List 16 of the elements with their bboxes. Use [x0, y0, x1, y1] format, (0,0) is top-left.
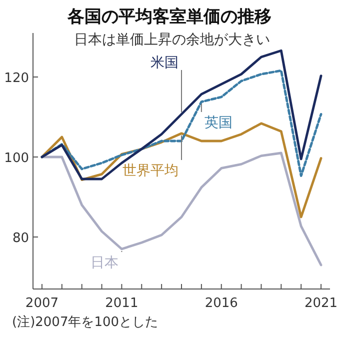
text: 米国 [150, 55, 178, 71]
x-tick-label: 2016 [204, 296, 238, 311]
series-label: 日本 [90, 255, 119, 271]
line-series [40, 49, 322, 180]
chart-title: 各国の平均客室単価の推移 [66, 7, 272, 27]
series-label: 世界平均 [122, 163, 178, 179]
text: (注)2007年を100とした [12, 315, 158, 330]
x-tick-label: 2011 [105, 296, 138, 311]
x-tick-label: 2007 [25, 296, 59, 311]
x-tick-label: 2021 [304, 296, 338, 311]
line-series [40, 69, 322, 177]
y-tick-label: 80 [12, 231, 29, 246]
y-tick-label: 120 [4, 71, 29, 86]
y-tick-label: 100 [4, 151, 29, 166]
chart-subtitle: 日本は単価上昇の余地が大きい [74, 32, 270, 48]
series-label: 英国 [204, 115, 232, 131]
